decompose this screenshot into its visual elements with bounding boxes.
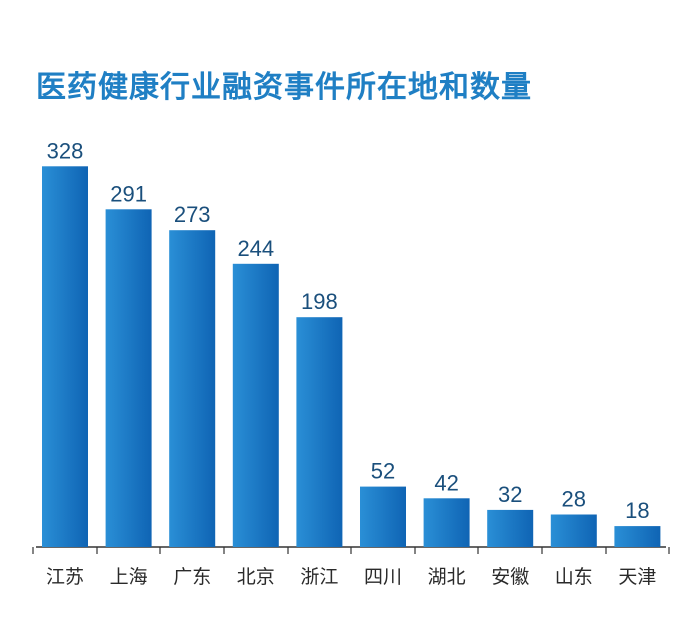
- bar-湖北: [423, 498, 470, 547]
- chart-title: 医药健康行业融资事件所在地和数量: [36, 70, 532, 105]
- value-label: 52: [371, 459, 395, 484]
- category-label: 北京: [237, 566, 275, 588]
- category-label: 江苏: [46, 566, 84, 588]
- value-label: 28: [562, 487, 586, 512]
- category-label: 安徽: [491, 566, 529, 588]
- bar-山东: [550, 514, 597, 547]
- bar-浙江: [296, 317, 343, 547]
- value-label: 244: [237, 236, 274, 261]
- category-label: 山东: [555, 566, 593, 588]
- bar-北京: [232, 263, 279, 547]
- bar-江苏: [42, 166, 88, 548]
- category-label: 上海: [110, 566, 148, 588]
- value-label: 328: [47, 138, 84, 163]
- value-label: 32: [498, 482, 522, 507]
- bar-安徽: [487, 509, 534, 547]
- category-label: 四川: [364, 566, 402, 588]
- value-label: 291: [110, 181, 147, 206]
- value-label: 198: [301, 289, 338, 314]
- category-label: 天津: [618, 566, 656, 588]
- value-label: 273: [174, 202, 211, 227]
- bar-天津: [614, 526, 661, 547]
- bar-广东: [169, 230, 216, 547]
- category-label: 广东: [173, 566, 211, 588]
- bar-上海: [105, 209, 152, 548]
- category-label: 浙江: [300, 566, 338, 588]
- bar-四川: [360, 486, 406, 547]
- value-label: 42: [434, 470, 458, 495]
- category-label: 湖北: [428, 566, 466, 588]
- value-label: 18: [625, 498, 649, 523]
